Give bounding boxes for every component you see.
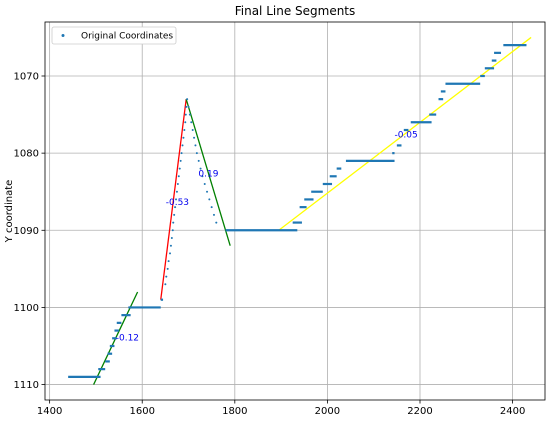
data-point	[212, 213, 215, 216]
x-tick-label: 1400	[37, 406, 62, 417]
y-ticks: 1070 1080 1090 1100 1110	[14, 72, 45, 391]
x-tick-label: 2400	[500, 406, 525, 417]
data-point	[169, 244, 172, 247]
data-point	[208, 198, 211, 201]
segments	[93, 36, 532, 385]
slope-label: -0.53	[166, 198, 189, 208]
x-tick-label: 2200	[407, 406, 432, 417]
slope-label: 0.19	[198, 169, 218, 179]
data-point	[187, 105, 190, 108]
data-point	[185, 105, 188, 108]
legend-marker	[61, 34, 65, 37]
data-point	[179, 159, 182, 162]
fit-segment	[278, 36, 532, 231]
data-point	[174, 206, 177, 209]
data-point	[197, 159, 200, 162]
y-tick-label: 1090	[14, 226, 39, 237]
data-point	[166, 267, 169, 270]
y-tick-label: 1080	[14, 149, 39, 160]
data-point	[176, 183, 179, 185]
data-point	[186, 98, 189, 101]
data-point	[215, 221, 218, 224]
data-point	[206, 190, 209, 193]
data-point	[199, 167, 202, 170]
chart-title: Final Line Segments	[235, 4, 356, 18]
data-point	[173, 213, 176, 216]
data-point	[194, 144, 197, 147]
data-point	[172, 221, 175, 224]
data-point	[170, 237, 173, 239]
data-point	[188, 113, 191, 116]
data-point	[182, 136, 185, 139]
annotations: -0.12 -0.53 0.19 -0.05	[116, 131, 418, 344]
data-point	[201, 175, 204, 178]
plot-frame	[44, 21, 546, 401]
fit-segment	[185, 98, 231, 246]
data-point	[171, 229, 174, 232]
y-tick-label: 1070	[14, 72, 39, 83]
legend-box	[51, 26, 177, 45]
x-tick-label: 2000	[315, 406, 340, 417]
data-point	[164, 283, 167, 286]
data-points	[68, 44, 527, 378]
slope-label: -0.12	[116, 334, 139, 344]
data-point	[167, 260, 170, 263]
data-point	[191, 129, 194, 131]
data-point	[190, 121, 193, 124]
y-tick-label: 1110	[14, 380, 39, 391]
data-point	[175, 198, 178, 201]
slope-label: -0.05	[394, 131, 417, 141]
x-tick-label: 1800	[222, 406, 247, 417]
x-ticks: 1400 1600 1800 2000 2200 2400	[37, 400, 525, 417]
data-point	[177, 175, 180, 178]
data-point	[210, 206, 213, 209]
y-tick-label: 1100	[14, 303, 39, 314]
legend: Original Coordinates	[51, 26, 177, 45]
y-axis-label: Y coordinate	[4, 180, 15, 244]
data-point	[184, 121, 187, 124]
legend-label: Original Coordinates	[81, 32, 173, 42]
x-tick-label: 1600	[129, 406, 154, 417]
data-point	[183, 129, 186, 131]
data-point	[180, 152, 183, 155]
data-point	[178, 167, 181, 170]
data-point	[175, 190, 178, 193]
fit-segment	[160, 99, 187, 300]
data-point	[184, 113, 187, 116]
data-point	[181, 144, 184, 147]
data-point	[203, 183, 206, 185]
data-point	[165, 275, 168, 278]
data-point	[193, 136, 196, 139]
data-point	[169, 252, 171, 255]
data-point	[195, 152, 198, 155]
